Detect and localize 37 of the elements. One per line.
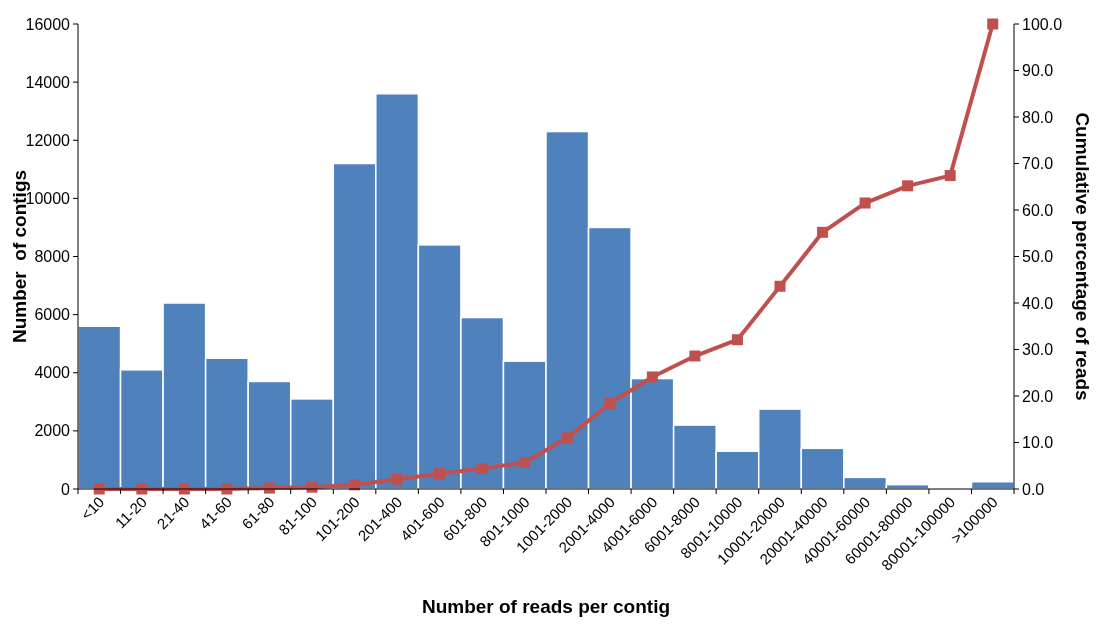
y-tick-label: 8000 <box>34 248 71 266</box>
point <box>689 350 701 362</box>
x-axis-title: Number of reads per contig <box>421 596 671 617</box>
point <box>731 334 743 346</box>
y2-tick-label: 40.0 <box>1022 294 1054 312</box>
y2-tick-label: 70.0 <box>1022 155 1054 173</box>
point <box>434 468 446 480</box>
y2-tick-label: 60.0 <box>1022 201 1054 219</box>
point <box>646 371 658 383</box>
y-tick-label: 12000 <box>25 131 71 149</box>
y2-axis-title: Cumulative percentage of reads <box>1072 112 1093 401</box>
x-tick-label: <10 <box>77 493 108 524</box>
y2-tick-label: 90.0 <box>1022 62 1054 80</box>
point <box>902 180 914 192</box>
y2-tick-label: 0.0 <box>1022 480 1045 498</box>
point <box>859 197 871 209</box>
point <box>817 226 829 238</box>
y2-tick-label: 80.0 <box>1022 108 1054 126</box>
y2-tick-label: 100.0 <box>1022 15 1063 33</box>
y-tick-label: 16000 <box>25 15 71 33</box>
point <box>774 280 786 292</box>
point <box>476 463 488 475</box>
point <box>391 473 403 485</box>
y-tick-label: 6000 <box>34 306 71 324</box>
y2-tick-label: 50.0 <box>1022 248 1054 266</box>
point <box>519 457 531 468</box>
y-tick-label: 2000 <box>34 422 71 440</box>
y-tick-label: 14000 <box>25 73 71 91</box>
point <box>561 432 573 444</box>
point <box>604 397 616 409</box>
y2-tick-label: 30.0 <box>1022 341 1054 359</box>
point <box>987 18 999 30</box>
y-tick-label: 4000 <box>34 364 71 382</box>
point <box>944 170 956 182</box>
y-tick-label: 0 <box>61 480 71 498</box>
y2-tick-label: 10.0 <box>1022 434 1054 452</box>
y2-tick-label: 20.0 <box>1022 387 1054 405</box>
